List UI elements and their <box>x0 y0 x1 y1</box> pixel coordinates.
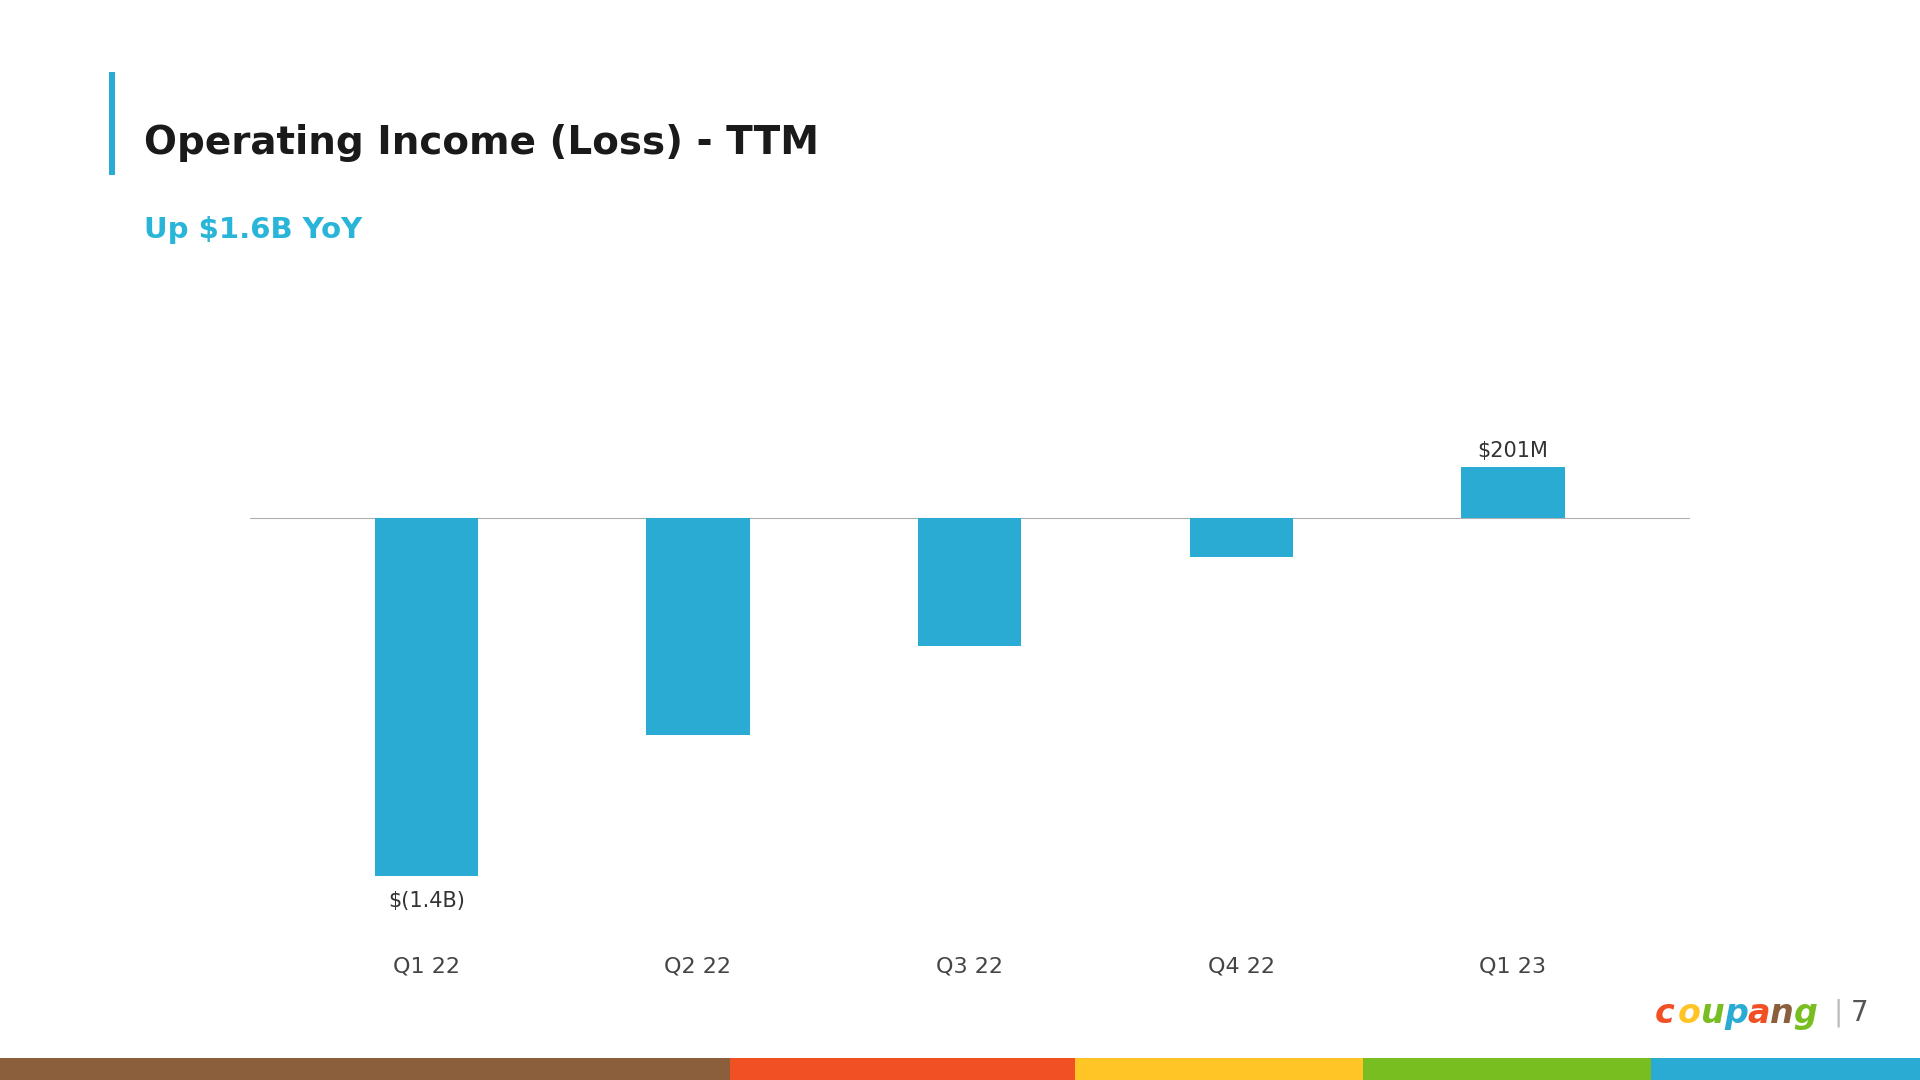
Bar <box>374 518 478 876</box>
Text: |: | <box>1834 999 1843 1027</box>
Text: u: u <box>1701 997 1724 1029</box>
Text: a: a <box>1747 997 1770 1029</box>
Text: o: o <box>1678 997 1701 1029</box>
Bar <box>647 518 749 735</box>
Text: c: c <box>1655 997 1674 1029</box>
Text: $201M: $201M <box>1478 441 1548 461</box>
Text: n: n <box>1770 997 1793 1029</box>
Text: g: g <box>1793 997 1816 1029</box>
Bar <box>1190 518 1292 556</box>
Text: p: p <box>1724 997 1747 1029</box>
Text: Operating Income (Loss) - TTM: Operating Income (Loss) - TTM <box>144 124 820 162</box>
Text: 7: 7 <box>1851 999 1868 1027</box>
Text: $(1.4B): $(1.4B) <box>388 891 465 912</box>
Bar <box>918 518 1021 646</box>
Bar <box>1461 467 1565 518</box>
Text: Up $1.6B YoY: Up $1.6B YoY <box>144 216 363 244</box>
